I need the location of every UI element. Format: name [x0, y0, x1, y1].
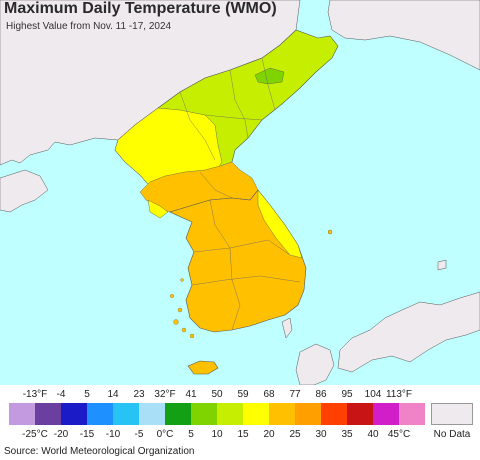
fahrenheit-tick-label: -13°F	[22, 389, 48, 400]
no-data-swatch	[431, 403, 473, 425]
japan-kyushu	[295, 343, 335, 385]
legend-swatch-1	[35, 403, 61, 425]
province-boundaries	[179, 57, 301, 331]
celsius-tick-label: -20	[53, 429, 69, 440]
yellow-zone-east-coast	[257, 189, 303, 259]
cold-patch-northeast	[254, 67, 285, 85]
legend-swatch-5	[139, 403, 165, 425]
map-subtitle: Highest Value from Nov. 11 -17, 2024	[6, 21, 172, 32]
celsius-tick-label: 45°C	[387, 429, 411, 440]
legend-swatch-7	[191, 403, 217, 425]
fahrenheit-tick-label: 14	[107, 389, 119, 400]
celsius-tick-label: -25°C	[22, 429, 48, 440]
legend-swatch-9	[243, 403, 269, 425]
map-area: Maximum Daily Temperature (WMO) Highest …	[0, 0, 480, 385]
legend-swatch-3	[87, 403, 113, 425]
celsius-tick-label: 35	[341, 429, 353, 440]
celsius-tick-label: 0°C	[156, 429, 174, 440]
fahrenheit-tick-label: -4	[56, 389, 66, 400]
fahrenheit-tick-label: 68	[263, 389, 275, 400]
fahrenheit-tick-label: 50	[211, 389, 223, 400]
celsius-tick-label: 20	[263, 429, 275, 440]
celsius-tick-label: 5	[188, 429, 194, 440]
legend-swatch-13	[347, 403, 373, 425]
ulleung-island	[327, 229, 333, 235]
celsius-tick-label: 15	[237, 429, 249, 440]
fahrenheit-tick-label: 86	[315, 389, 327, 400]
map-title: Maximum Daily Temperature (WMO)	[4, 0, 277, 17]
yellow-zone-west-coast	[147, 199, 169, 219]
celsius-tick-label: 40	[367, 429, 379, 440]
southwest-islands	[170, 278, 195, 339]
legend-swatch-6	[165, 403, 191, 425]
jeju-island	[187, 360, 219, 375]
legend-swatch-10	[269, 403, 295, 425]
shandong-peninsula	[0, 169, 49, 213]
source-credit: Source: World Meteorological Organizatio…	[4, 446, 195, 457]
fahrenheit-tick-label: 23	[133, 389, 145, 400]
legend-swatch-12	[321, 403, 347, 425]
oki-islands	[437, 259, 447, 271]
japan-honshu	[337, 291, 480, 373]
legend-swatch-15	[399, 403, 425, 425]
celsius-tick-label: 25	[289, 429, 301, 440]
legend-swatch-0	[9, 403, 35, 425]
fahrenheit-tick-label: 95	[341, 389, 353, 400]
fahrenheit-tick-label: 41	[185, 389, 197, 400]
legend-swatch-8	[217, 403, 243, 425]
color-scale-bar	[9, 403, 425, 425]
fahrenheit-tick-label: 104	[364, 389, 382, 400]
fahrenheit-tick-label: 77	[289, 389, 301, 400]
legend-swatch-11	[295, 403, 321, 425]
fahrenheit-tick-label: 5	[84, 389, 90, 400]
celsius-tick-label: 30	[315, 429, 327, 440]
celsius-tick-label: -5	[134, 429, 144, 440]
map-svg	[0, 0, 480, 385]
celsius-tick-label: -10	[105, 429, 121, 440]
tsushima-island	[281, 317, 293, 339]
fahrenheit-tick-label: 113°F	[385, 389, 413, 400]
legend-swatch-4	[113, 403, 139, 425]
no-data-label: No Data	[433, 429, 471, 440]
fahrenheit-tick-label: 32°F	[154, 389, 176, 400]
russia-north-east	[327, 0, 480, 71]
fahrenheit-tick-label: 59	[237, 389, 249, 400]
color-legend: -13°F -4 5 14 23 32°F 41 50 59 68 77 86 95 104 113°F -…	[0, 385, 480, 460]
celsius-tick-label: 10	[211, 429, 223, 440]
legend-swatch-2	[61, 403, 87, 425]
celsius-tick-label: -15	[79, 429, 95, 440]
legend-swatch-14	[373, 403, 399, 425]
